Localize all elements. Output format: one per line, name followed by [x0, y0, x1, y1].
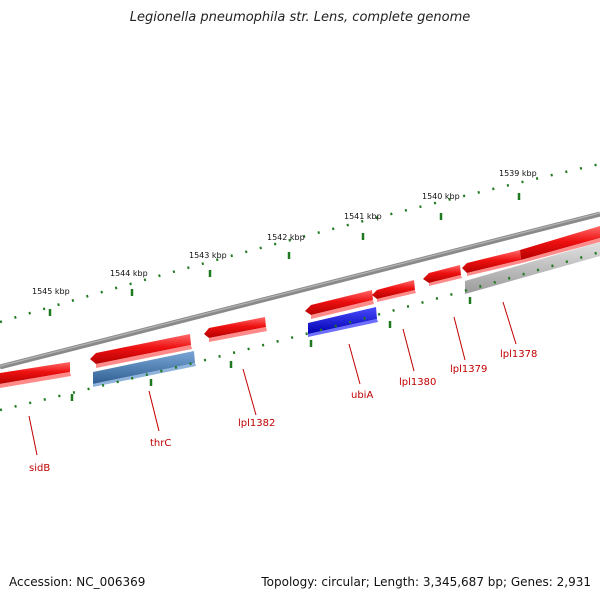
gene-feature-thrC-gene	[93, 351, 195, 384]
gene-label-sidB[interactable]: sidB	[29, 463, 50, 474]
secondary-track-features	[93, 242, 600, 387]
gene-label-lpl1380[interactable]: lpl1380	[399, 377, 436, 388]
outer-tick-ring	[0, 162, 600, 324]
outer-major-ticks	[48, 193, 521, 316]
gene-feature-ubiA-arrow	[305, 290, 373, 315]
tick-label-1540: 1540 kbp	[422, 192, 460, 201]
tick-label-1545: 1545 kbp	[32, 287, 70, 296]
gene-label-ubiA[interactable]: ubiA	[351, 390, 373, 401]
gene-feature-thrC-arrow	[90, 334, 191, 364]
gene-feature-sidB-arrow	[0, 362, 70, 384]
tick-label-1544: 1544 kbp	[110, 269, 148, 278]
label-leader-lines	[28, 301, 517, 456]
tick-label-1539: 1539 kbp	[499, 169, 537, 178]
tick-label-1542: 1542 kbp	[267, 233, 305, 242]
gene-feature-lpl1379-arrow	[423, 265, 461, 283]
gene-feature-lpl1380-arrow	[372, 280, 415, 299]
accession-text: Accession: NC_006369	[9, 575, 146, 589]
gene-feature-lpl1378-arrow	[462, 250, 521, 273]
tick-label-1543: 1543 kbp	[189, 251, 227, 260]
gene-feature-lpl1382-arrow	[204, 317, 266, 338]
genome-backbone	[0, 211, 600, 370]
tick-label-1541: 1541 kbp	[344, 212, 382, 221]
gene-label-thrC[interactable]: thrC	[150, 438, 171, 449]
genome-summary-text: Topology: circular; Length: 3,345,687 bp…	[261, 575, 591, 589]
gene-feature-edge-arrow	[520, 226, 600, 260]
forward-strand-features	[0, 226, 600, 388]
gene-feature-pseudogene	[465, 242, 600, 294]
gene-label-lpl1378[interactable]: lpl1378	[500, 349, 537, 360]
inner-major-ticks	[70, 297, 472, 401]
gene-feature-ubiA-gene	[308, 307, 377, 334]
gene-label-lpl1382[interactable]: lpl1382	[238, 418, 275, 429]
map-title: Legionella pneumophila str. Lens, comple…	[129, 10, 471, 25]
gene-label-lpl1379[interactable]: lpl1379	[450, 364, 487, 375]
